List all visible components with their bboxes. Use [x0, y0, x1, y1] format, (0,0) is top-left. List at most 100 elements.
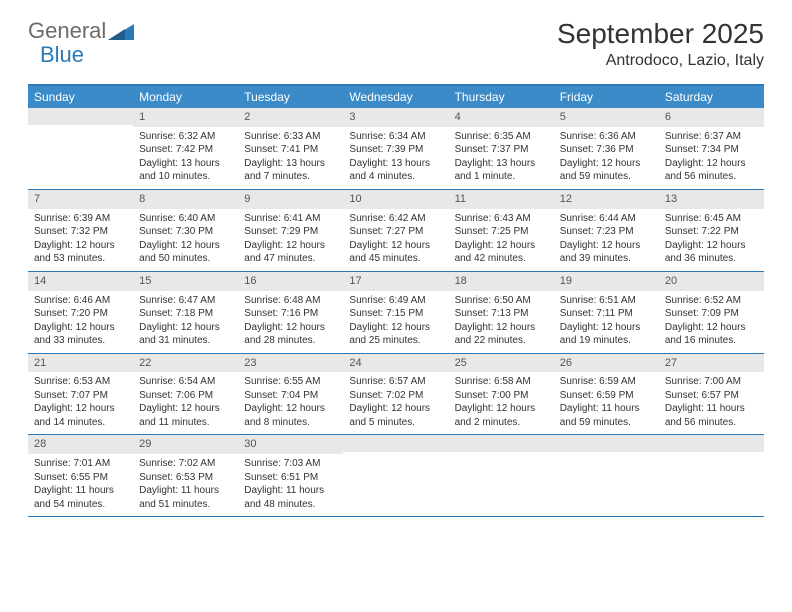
- day-number: 15: [133, 272, 238, 291]
- calendar-cell: 21Sunrise: 6:53 AMSunset: 7:07 PMDayligh…: [28, 354, 133, 435]
- cell-body: Sunrise: 6:45 AMSunset: 7:22 PMDaylight:…: [659, 209, 764, 271]
- sunset-text: Sunset: 7:23 PM: [560, 225, 653, 239]
- cell-body: Sunrise: 6:49 AMSunset: 7:15 PMDaylight:…: [343, 291, 448, 353]
- day-number: [449, 435, 554, 452]
- calendar: Sunday Monday Tuesday Wednesday Thursday…: [28, 84, 764, 517]
- calendar-cell: [343, 435, 448, 516]
- sunset-text: Sunset: 7:09 PM: [665, 307, 758, 321]
- calendar-week: 7Sunrise: 6:39 AMSunset: 7:32 PMDaylight…: [28, 190, 764, 272]
- calendar-cell: 28Sunrise: 7:01 AMSunset: 6:55 PMDayligh…: [28, 435, 133, 516]
- calendar-cell: 30Sunrise: 7:03 AMSunset: 6:51 PMDayligh…: [238, 435, 343, 516]
- sunrise-text: Sunrise: 6:48 AM: [244, 294, 337, 308]
- calendar-cell: 17Sunrise: 6:49 AMSunset: 7:15 PMDayligh…: [343, 272, 448, 353]
- sunrise-text: Sunrise: 6:55 AM: [244, 375, 337, 389]
- day-number: 4: [449, 108, 554, 127]
- sunset-text: Sunset: 7:34 PM: [665, 143, 758, 157]
- calendar-cell: [449, 435, 554, 516]
- daylight-text: Daylight: 12 hours and 16 minutes.: [665, 321, 758, 348]
- logo-triangle-icon: [108, 22, 134, 40]
- calendar-cell: 11Sunrise: 6:43 AMSunset: 7:25 PMDayligh…: [449, 190, 554, 271]
- dayname: Saturday: [659, 86, 764, 108]
- day-number: 28: [28, 435, 133, 454]
- calendar-cell: 24Sunrise: 6:57 AMSunset: 7:02 PMDayligh…: [343, 354, 448, 435]
- daylight-text: Daylight: 11 hours and 48 minutes.: [244, 484, 337, 511]
- sunrise-text: Sunrise: 7:02 AM: [139, 457, 232, 471]
- calendar-cell: 27Sunrise: 7:00 AMSunset: 6:57 PMDayligh…: [659, 354, 764, 435]
- sunrise-text: Sunrise: 6:46 AM: [34, 294, 127, 308]
- sunset-text: Sunset: 7:20 PM: [34, 307, 127, 321]
- day-number: 25: [449, 354, 554, 373]
- sunset-text: Sunset: 7:04 PM: [244, 389, 337, 403]
- cell-body: Sunrise: 6:40 AMSunset: 7:30 PMDaylight:…: [133, 209, 238, 271]
- sunrise-text: Sunrise: 6:44 AM: [560, 212, 653, 226]
- day-number: 22: [133, 354, 238, 373]
- sunrise-text: Sunrise: 6:32 AM: [139, 130, 232, 144]
- calendar-cell: 5Sunrise: 6:36 AMSunset: 7:36 PMDaylight…: [554, 108, 659, 189]
- sunrise-text: Sunrise: 6:52 AM: [665, 294, 758, 308]
- sunrise-text: Sunrise: 6:33 AM: [244, 130, 337, 144]
- calendar-cell: 4Sunrise: 6:35 AMSunset: 7:37 PMDaylight…: [449, 108, 554, 189]
- sunrise-text: Sunrise: 6:42 AM: [349, 212, 442, 226]
- calendar-cell: 22Sunrise: 6:54 AMSunset: 7:06 PMDayligh…: [133, 354, 238, 435]
- calendar-cell: 14Sunrise: 6:46 AMSunset: 7:20 PMDayligh…: [28, 272, 133, 353]
- daylight-text: Daylight: 12 hours and 5 minutes.: [349, 402, 442, 429]
- calendar-cell: 3Sunrise: 6:34 AMSunset: 7:39 PMDaylight…: [343, 108, 448, 189]
- sunrise-text: Sunrise: 6:47 AM: [139, 294, 232, 308]
- daylight-text: Daylight: 12 hours and 14 minutes.: [34, 402, 127, 429]
- day-number: [343, 435, 448, 452]
- dayname: Wednesday: [343, 86, 448, 108]
- cell-body: Sunrise: 6:41 AMSunset: 7:29 PMDaylight:…: [238, 209, 343, 271]
- calendar-cell: 7Sunrise: 6:39 AMSunset: 7:32 PMDaylight…: [28, 190, 133, 271]
- calendar-cell: 9Sunrise: 6:41 AMSunset: 7:29 PMDaylight…: [238, 190, 343, 271]
- sunset-text: Sunset: 7:37 PM: [455, 143, 548, 157]
- sunset-text: Sunset: 7:18 PM: [139, 307, 232, 321]
- cell-body: Sunrise: 7:01 AMSunset: 6:55 PMDaylight:…: [28, 454, 133, 516]
- calendar-cell: 25Sunrise: 6:58 AMSunset: 7:00 PMDayligh…: [449, 354, 554, 435]
- cell-body: Sunrise: 6:36 AMSunset: 7:36 PMDaylight:…: [554, 127, 659, 189]
- sunrise-text: Sunrise: 6:58 AM: [455, 375, 548, 389]
- daylight-text: Daylight: 12 hours and 45 minutes.: [349, 239, 442, 266]
- day-number: 17: [343, 272, 448, 291]
- sunset-text: Sunset: 7:36 PM: [560, 143, 653, 157]
- day-number: [554, 435, 659, 452]
- calendar-cell: [659, 435, 764, 516]
- dayname: Sunday: [28, 86, 133, 108]
- day-number: 14: [28, 272, 133, 291]
- sunset-text: Sunset: 7:29 PM: [244, 225, 337, 239]
- cell-body: Sunrise: 6:59 AMSunset: 6:59 PMDaylight:…: [554, 372, 659, 434]
- calendar-cell: 20Sunrise: 6:52 AMSunset: 7:09 PMDayligh…: [659, 272, 764, 353]
- sunset-text: Sunset: 6:55 PM: [34, 471, 127, 485]
- daylight-text: Daylight: 12 hours and 56 minutes.: [665, 157, 758, 184]
- sunset-text: Sunset: 7:07 PM: [34, 389, 127, 403]
- calendar-cell: 15Sunrise: 6:47 AMSunset: 7:18 PMDayligh…: [133, 272, 238, 353]
- sunrise-text: Sunrise: 6:35 AM: [455, 130, 548, 144]
- sunset-text: Sunset: 7:25 PM: [455, 225, 548, 239]
- sunrise-text: Sunrise: 6:49 AM: [349, 294, 442, 308]
- sunrise-text: Sunrise: 6:41 AM: [244, 212, 337, 226]
- cell-body: Sunrise: 6:32 AMSunset: 7:42 PMDaylight:…: [133, 127, 238, 189]
- sunrise-text: Sunrise: 6:43 AM: [455, 212, 548, 226]
- sunrise-text: Sunrise: 6:36 AM: [560, 130, 653, 144]
- sunrise-text: Sunrise: 6:37 AM: [665, 130, 758, 144]
- cell-body: Sunrise: 6:42 AMSunset: 7:27 PMDaylight:…: [343, 209, 448, 271]
- daylight-text: Daylight: 12 hours and 19 minutes.: [560, 321, 653, 348]
- sunset-text: Sunset: 7:42 PM: [139, 143, 232, 157]
- dayname: Tuesday: [238, 86, 343, 108]
- day-number: 9: [238, 190, 343, 209]
- sunrise-text: Sunrise: 6:51 AM: [560, 294, 653, 308]
- day-number: 23: [238, 354, 343, 373]
- logo-text-b: Blue: [40, 42, 84, 68]
- cell-body: Sunrise: 6:57 AMSunset: 7:02 PMDaylight:…: [343, 372, 448, 434]
- day-number: 13: [659, 190, 764, 209]
- sunrise-text: Sunrise: 7:03 AM: [244, 457, 337, 471]
- dayname: Monday: [133, 86, 238, 108]
- calendar-cell: 19Sunrise: 6:51 AMSunset: 7:11 PMDayligh…: [554, 272, 659, 353]
- cell-body: Sunrise: 6:43 AMSunset: 7:25 PMDaylight:…: [449, 209, 554, 271]
- sunset-text: Sunset: 7:15 PM: [349, 307, 442, 321]
- calendar-week: 21Sunrise: 6:53 AMSunset: 7:07 PMDayligh…: [28, 354, 764, 436]
- sunrise-text: Sunrise: 6:45 AM: [665, 212, 758, 226]
- sunrise-text: Sunrise: 6:34 AM: [349, 130, 442, 144]
- calendar-week: 1Sunrise: 6:32 AMSunset: 7:42 PMDaylight…: [28, 108, 764, 190]
- sunset-text: Sunset: 7:02 PM: [349, 389, 442, 403]
- daylight-text: Daylight: 12 hours and 59 minutes.: [560, 157, 653, 184]
